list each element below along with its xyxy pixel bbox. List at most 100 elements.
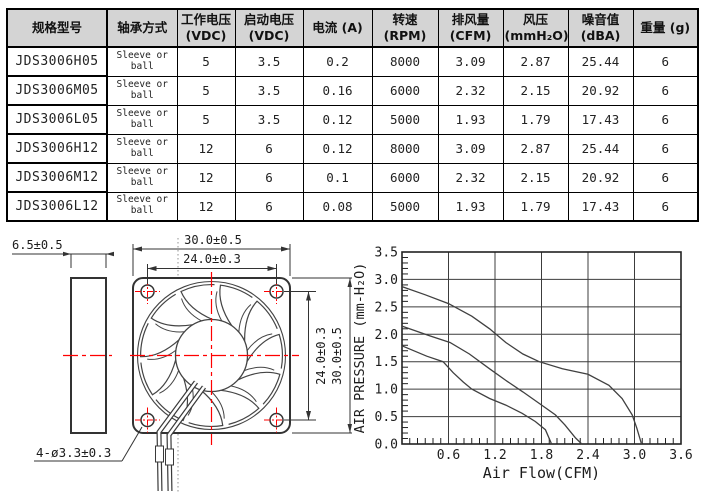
- dimension-lines: [12, 244, 352, 462]
- spec-cell: 6: [234, 133, 304, 164]
- y-tick-label: 3.5: [375, 246, 398, 261]
- spec-cell: 12: [176, 162, 236, 193]
- spec-cell: 5000: [371, 191, 439, 222]
- spec-header-cell: 风压 (mmH₂O): [502, 8, 569, 48]
- fan-blade-edge: [210, 391, 225, 419]
- spec-cell: 20.92: [567, 75, 634, 106]
- spec-header-cell: 转速(RPM): [371, 8, 439, 48]
- centerlines: [63, 272, 299, 445]
- fan-blade: [140, 323, 180, 358]
- x-tick-label: 3.6: [669, 448, 692, 463]
- spec-header-cell: 重量 (g): [632, 8, 699, 48]
- spec-cell: 1.79: [502, 104, 569, 135]
- fan-blade: [244, 300, 278, 342]
- performance-chart-section: 0.6 1.2 1.8 2.4 3.0 3.6 0.0 0.5 1.0 1.5 2.0 2.5 3.0 3…: [352, 234, 702, 500]
- spec-cell: 12: [176, 133, 236, 164]
- fan-blade-edge: [181, 298, 202, 322]
- fan-blade: [188, 389, 224, 427]
- spec-cell: 8000: [371, 133, 439, 164]
- spec-cell: 0.2: [302, 46, 373, 77]
- model-cell: JDS3006M05: [6, 75, 108, 106]
- fan-blade: [140, 359, 177, 396]
- spec-cell: Sleeve or ball: [106, 162, 178, 193]
- spec-cell: 1.93: [437, 104, 504, 135]
- y-tick-label: 3.0: [375, 273, 398, 288]
- spec-cell: 0.12: [302, 133, 373, 164]
- fan-blade-edge: [244, 366, 275, 372]
- fan-blade: [219, 284, 253, 327]
- fan-blade-edge: [215, 291, 223, 322]
- spec-header-cell: 启动电压 (VDC): [234, 8, 304, 48]
- x-axis-title: Air Flow(CFM): [483, 464, 600, 482]
- spec-cell: 0.08: [302, 191, 373, 222]
- spec-table: 规格型号 轴承方式 工作电压 (VDC) 启动电压 (VDC) 电流 (A) 转速(RPM…: [6, 8, 699, 222]
- y-tick-label: 0.0: [375, 438, 398, 453]
- y-tick-label: 1.0: [375, 383, 398, 398]
- dimension-arrows: [63, 246, 352, 433]
- x-tick-label: 2.4: [576, 448, 600, 463]
- spec-cell: 12: [176, 191, 236, 222]
- spec-row: JDS3006M12 Sleeve or ball 12 6 0.1 6000 2.32 2.…: [6, 162, 699, 193]
- fan-drawing-section: 30.0±0.5 24.0±0.3 6.5±0.5 24.0±0.3 30.0±…: [0, 230, 352, 500]
- spec-header-cell: 工作电压 (VDC): [176, 8, 236, 48]
- spec-header-cell: 噪音值 (dBA): [567, 8, 634, 48]
- fan-blade-edge: [238, 304, 252, 333]
- spec-cell: 25.44: [567, 46, 634, 77]
- spec-cell: 25.44: [567, 133, 634, 164]
- fan-blade-edge: [147, 349, 177, 360]
- spec-cell: 6000: [371, 75, 439, 106]
- spec-cell: 0.16: [302, 75, 373, 106]
- spec-row: JDS3006L05 Sleeve or ball 5 3.5 0.12 5000 1.93…: [6, 104, 699, 135]
- spec-cell: 3.09: [437, 133, 504, 164]
- spec-header-cell: 排风量 (CFM): [437, 8, 504, 48]
- spec-cell: 2.87: [502, 46, 569, 77]
- model-cell: JDS3006H12: [6, 133, 108, 164]
- air-flow-pressure-chart: 0.6 1.2 1.8 2.4 3.0 3.6 0.0 0.5 1.0 1.5 2.0 2.5 3.0 3…: [352, 246, 693, 483]
- spec-cell: 17.43: [567, 191, 634, 222]
- model-cell: JDS3006L12: [6, 191, 108, 222]
- lead-wires: [155, 380, 207, 492]
- spec-row: JDS3006L12 Sleeve or ball 12 6 0.08 5000 1.93 1…: [6, 191, 699, 222]
- spec-cell: 17.43: [567, 104, 634, 135]
- dim-hole-pitch-top: 24.0±0.3: [183, 252, 241, 266]
- spec-cell: Sleeve or ball: [106, 191, 178, 222]
- y-tick-label: 1.5: [375, 355, 398, 370]
- spec-cell: 6: [234, 191, 304, 222]
- model-cell: JDS3006L05: [6, 104, 108, 135]
- spec-table-section: 规格型号 轴承方式 工作电压 (VDC) 启动电压 (VDC) 电流 (A) 转速(RPM…: [6, 8, 699, 222]
- spec-cell: 6: [632, 162, 699, 193]
- spec-cell: 2.15: [502, 75, 569, 106]
- spec-cell: 3.09: [437, 46, 504, 77]
- model-cell: JDS3006M12: [6, 162, 108, 193]
- dim-height-right: 30.0±0.5: [330, 327, 344, 385]
- spec-cell: 8000: [371, 46, 439, 77]
- spec-cell: 6: [632, 133, 699, 164]
- hole-crosshairs: [135, 279, 289, 433]
- spec-cell: 3.5: [234, 46, 304, 77]
- dim-holes-label: 4-ø3.3±0.3: [36, 445, 111, 460]
- model-cell: JDS3006H05: [6, 46, 108, 77]
- y-tick-label: 2.0: [375, 328, 398, 343]
- dim-width-top: 30.0±0.5: [184, 233, 242, 247]
- spec-cell: 6: [632, 75, 699, 106]
- spec-header-cell: 电流 (A): [302, 8, 373, 48]
- spec-cell: Sleeve or ball: [106, 46, 178, 77]
- fan-blade-edge: [230, 385, 257, 403]
- curve-middle-curve: [401, 325, 583, 445]
- dim-thickness: 6.5±0.5: [12, 238, 63, 252]
- spec-cell: 2.15: [502, 162, 569, 193]
- spec-cell: 5: [176, 46, 236, 77]
- spec-cell: 6000: [371, 162, 439, 193]
- fan-blade-edge: [159, 370, 180, 394]
- spec-table-header-row: 规格型号 轴承方式 工作电压 (VDC) 启动电压 (VDC) 电流 (A) 转速(RPM…: [6, 8, 699, 48]
- spec-row: JDS3006M05 Sleeve or ball 5 3.5 0.16 6000 2.32…: [6, 75, 699, 106]
- x-tick-label: 3.0: [623, 448, 646, 463]
- spec-row: JDS3006H05 Sleeve or ball 5 3.5 0.2 8000 3.09 2…: [6, 46, 699, 77]
- y-axis-title: AIR PRESSURE (mm-H₂O): [352, 263, 368, 434]
- spec-cell: Sleeve or ball: [106, 75, 178, 106]
- spec-cell: 6: [632, 191, 699, 222]
- spec-cell: 1.79: [502, 191, 569, 222]
- spec-cell: 2.87: [502, 133, 569, 164]
- fan-blade: [237, 371, 281, 405]
- spec-cell: 3.5: [234, 104, 304, 135]
